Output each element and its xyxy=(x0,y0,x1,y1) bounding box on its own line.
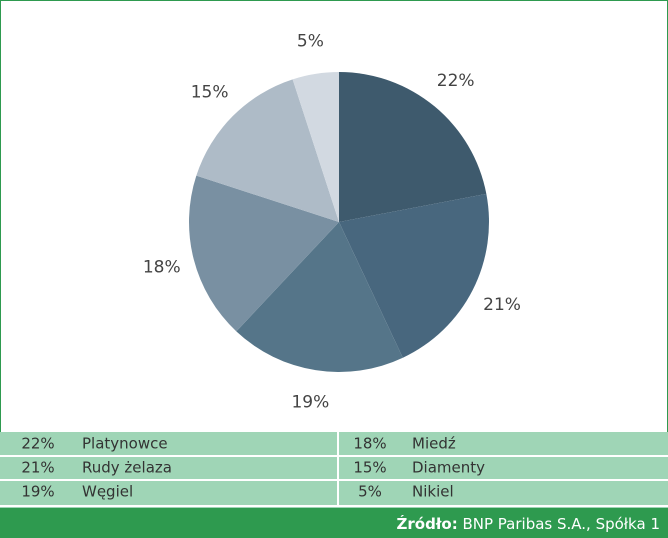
source: Źródło: BNP Paribas S.A., Spółka 1 xyxy=(397,514,661,533)
data-label: 5% xyxy=(297,31,324,51)
pie-slice xyxy=(339,193,489,358)
legend-label: Nikiel xyxy=(412,483,454,501)
legend-value: 21% xyxy=(21,459,54,477)
legend-value: 22% xyxy=(21,435,54,453)
legend-label: Diamenty xyxy=(412,459,485,477)
legend-background xyxy=(0,432,668,508)
data-label: 21% xyxy=(483,295,521,315)
pie-slice xyxy=(188,175,339,332)
data-label: 18% xyxy=(143,258,181,278)
legend-value: 15% xyxy=(353,459,386,477)
pie-slice xyxy=(196,79,339,222)
legend-value: 5% xyxy=(358,483,382,501)
source-text: BNP Paribas S.A., Spółka 1 xyxy=(462,515,660,533)
data-label: 22% xyxy=(437,71,475,91)
legend-value: 18% xyxy=(353,435,386,453)
pie-slice xyxy=(339,72,487,222)
legend-value: 19% xyxy=(21,483,54,501)
legend-label: Miedź xyxy=(412,435,456,453)
source-label: Źródło: xyxy=(397,514,458,533)
source-bar xyxy=(0,508,668,538)
pie-slice xyxy=(292,72,339,222)
legend-label: Rudy żelaza xyxy=(82,459,172,477)
data-label: 15% xyxy=(191,83,229,103)
legend-label: Węgiel xyxy=(82,483,133,501)
data-label: 19% xyxy=(291,393,329,413)
legend-label: Platynowce xyxy=(82,435,168,453)
pie-slice xyxy=(236,222,403,372)
